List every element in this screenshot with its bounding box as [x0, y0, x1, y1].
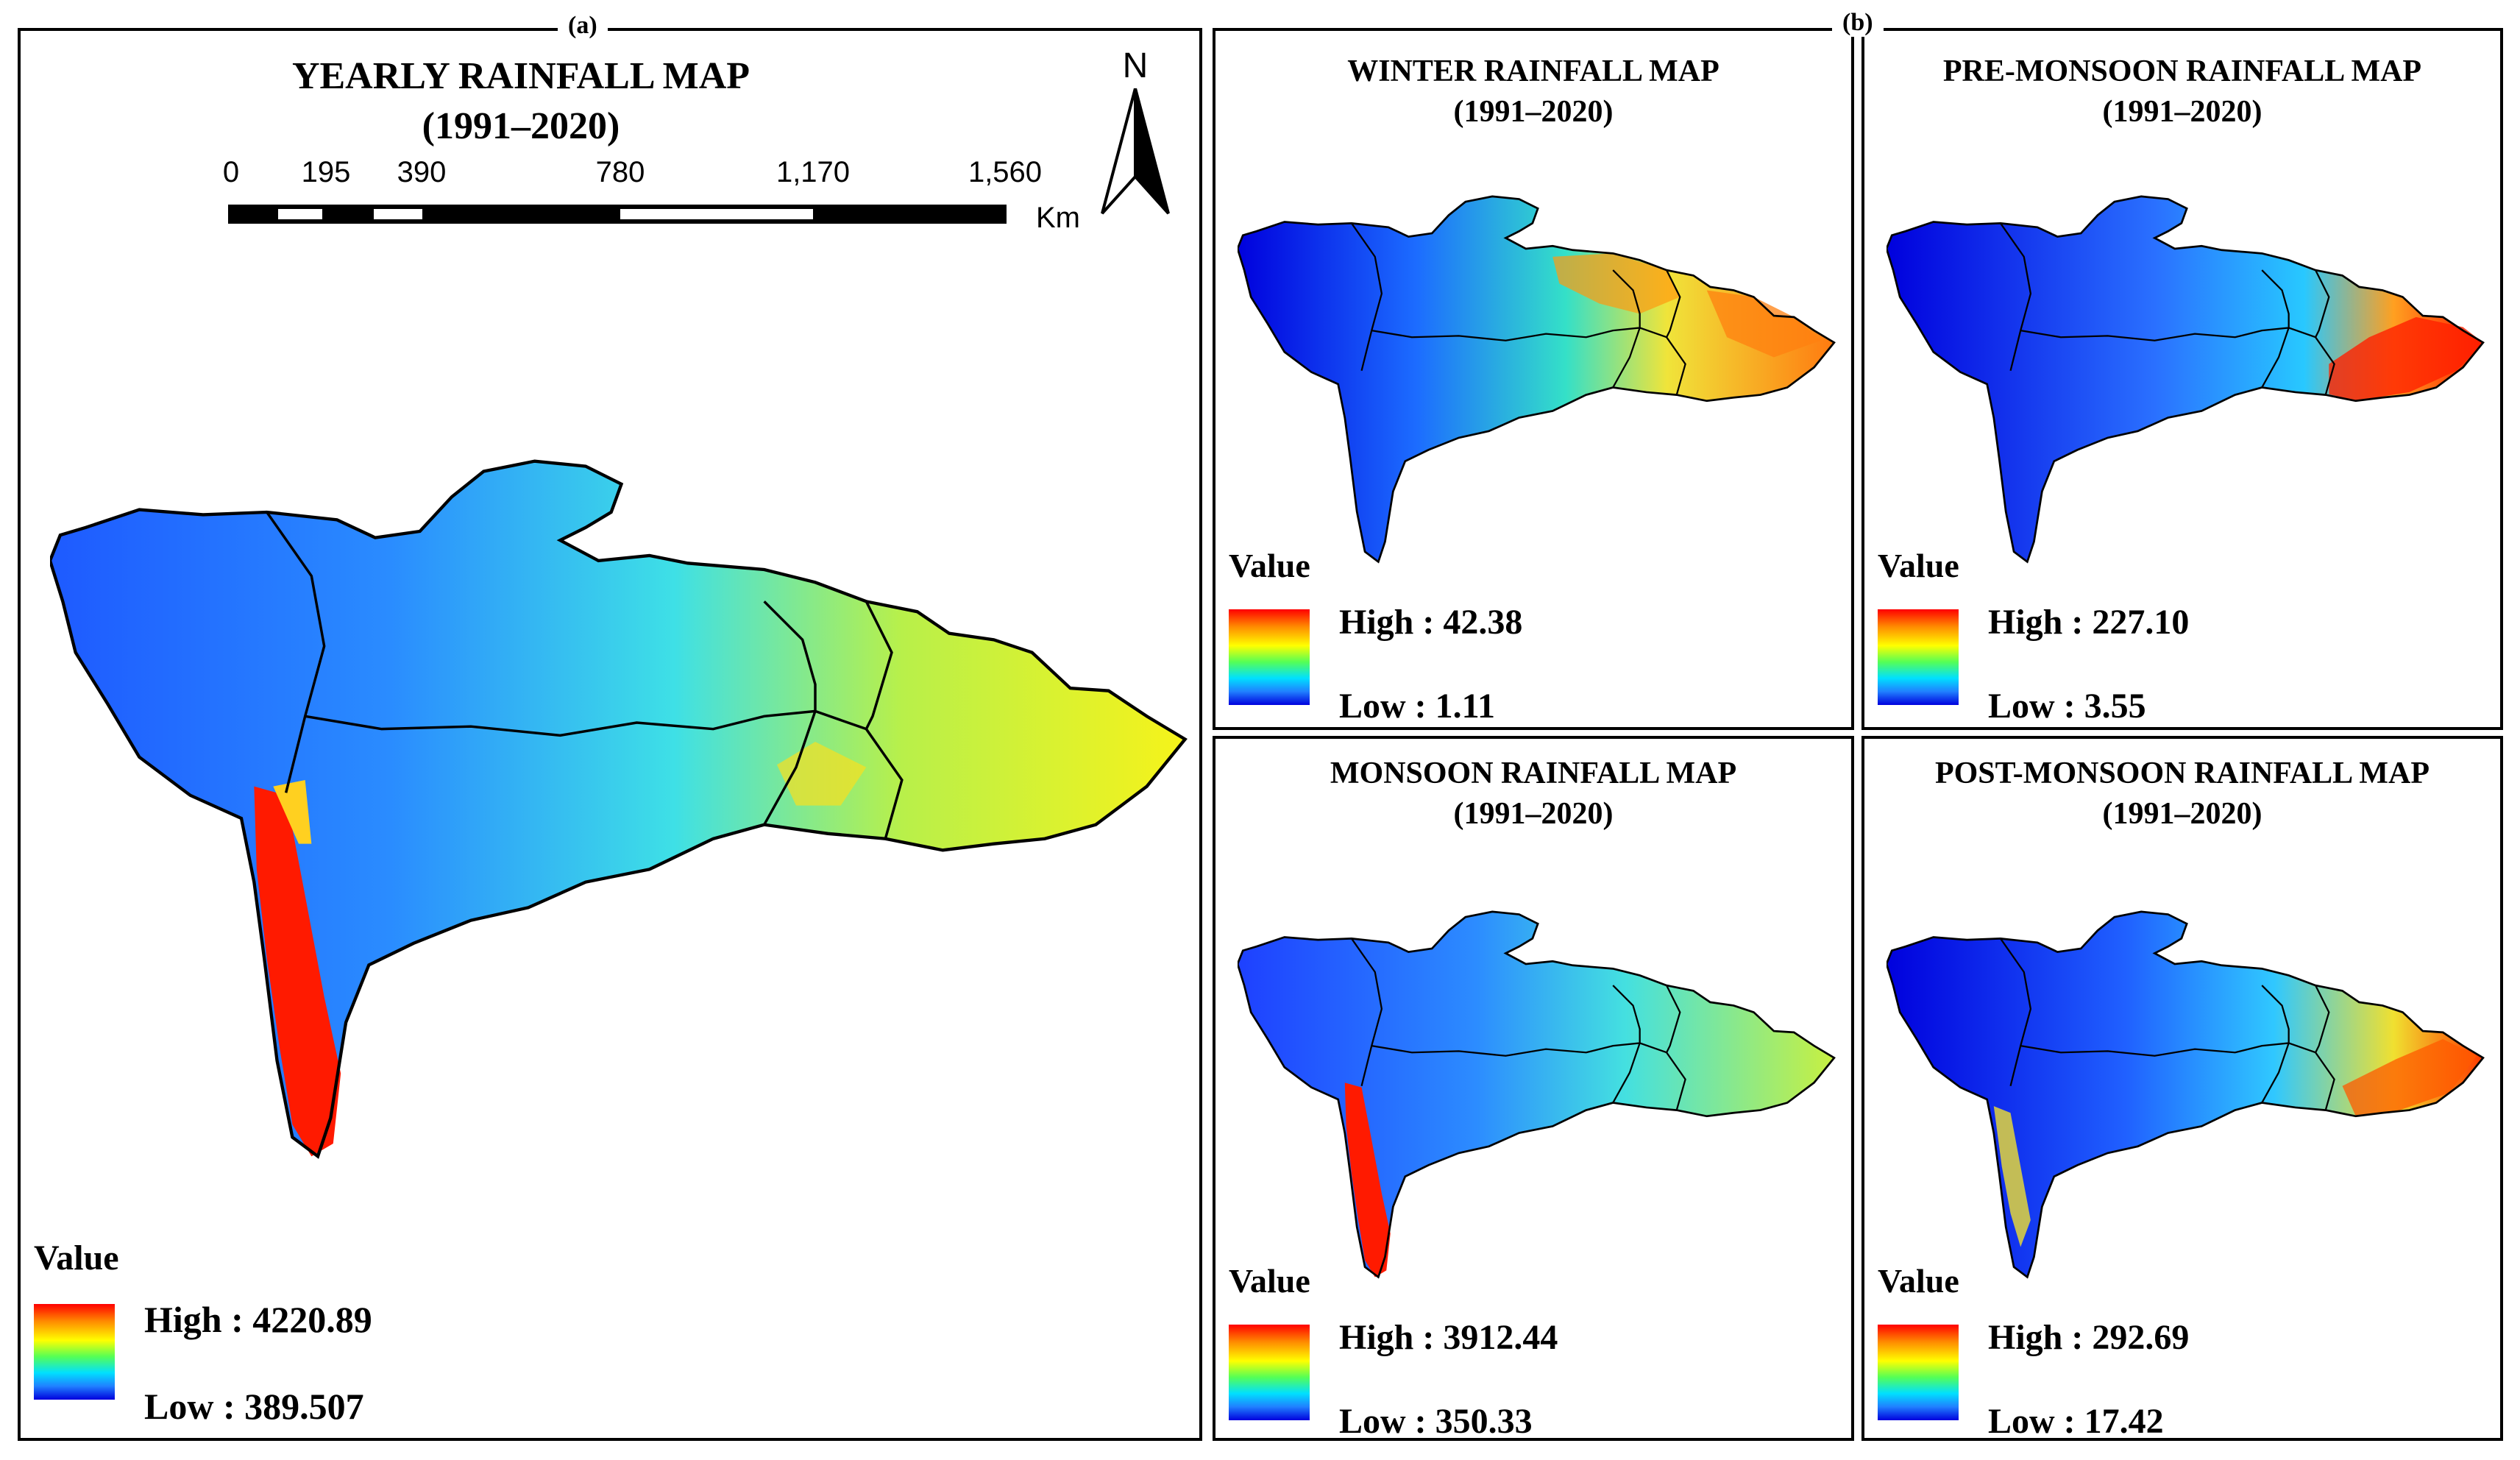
legend-color-ramp	[1878, 1325, 1959, 1420]
winter-legend: Value High : 42.38 Low : 1.11	[1229, 546, 1611, 726]
north-arrow: N	[1095, 46, 1176, 222]
postmonsoon-legend: Value High : 292.69 Low : 17.42	[1878, 1261, 2260, 1441]
winter-period-text: (1991–2020)	[1453, 94, 1614, 129]
panel-postmonsoon: POST-MONSOON RAINFALL MAP (1991–2020) Va…	[1861, 736, 2503, 1441]
north-label: N	[1122, 46, 1149, 85]
winter-title-text: WINTER RAINFALL MAP	[1347, 54, 1719, 88]
premonsoon-rainfall-map	[1887, 195, 2485, 563]
winter-rainfall-map	[1238, 195, 1836, 563]
winter-map-title: WINTER RAINFALL MAP (1991–2020)	[1215, 52, 1851, 132]
scale-unit: Km	[1036, 202, 1080, 234]
scale-tick-label: 780	[595, 156, 645, 188]
postmonsoon-rainfall-map	[1887, 910, 2485, 1278]
scale-tick-label: 195	[301, 156, 351, 188]
scale-tick-label: 1,560	[968, 156, 1043, 188]
yearly-map-title: YEARLY RAINFALL MAP (1991–2020)	[241, 52, 801, 151]
panel-yearly: YEARLY RAINFALL MAP (1991–2020) N 0 195 39…	[18, 12, 1202, 1441]
legend-title: Value	[1878, 1262, 1959, 1300]
postmonsoon-map-title: POST-MONSOON RAINFALL MAP (1991–2020)	[1864, 754, 2500, 834]
yearly-period-text: (1991–2020)	[422, 104, 620, 147]
postmonsoon-period-text: (1991–2020)	[2102, 796, 2262, 831]
coastal-high-rainfall-strip	[254, 786, 341, 1157]
monsoon-map-title: MONSOON RAINFALL MAP (1991–2020)	[1215, 754, 1851, 834]
scale-bar-graphic	[228, 205, 1007, 224]
yearly-legend: Value High : 4220.89 Low : 389.507	[34, 1238, 475, 1429]
panel-monsoon: MONSOON RAINFALL MAP (1991–2020) Value H…	[1213, 736, 1854, 1441]
legend-color-ramp	[1878, 609, 1959, 705]
yearly-title-text: YEARLY RAINFALL MAP	[291, 55, 750, 97]
panel-premonsoon: PRE-MONSOON RAINFALL MAP (1991–2020) Val…	[1861, 28, 2503, 730]
legend-high-value: High : 42.38	[1339, 603, 1523, 642]
yearly-rainfall-map	[50, 384, 1198, 1252]
legend-low-value: Low : 17.42	[1988, 1402, 2164, 1441]
legend-high-value: High : 3912.44	[1339, 1318, 1558, 1357]
legend-title: Value	[1229, 1262, 1310, 1300]
scale-tick-label: 0	[222, 156, 240, 188]
postmonsoon-title-text: POST-MONSOON RAINFALL MAP	[1934, 756, 2430, 790]
panel-winter: WINTER RAINFALL MAP (1991–2020) Value Hi…	[1213, 28, 1854, 730]
premonsoon-period-text: (1991–2020)	[2102, 94, 2262, 129]
panel-b-label: (b)	[1832, 9, 1884, 37]
premonsoon-map-title: PRE-MONSOON RAINFALL MAP (1991–2020)	[1864, 52, 2500, 132]
monsoon-rainfall-map	[1238, 910, 1836, 1278]
legend-low-value: Low : 350.33	[1339, 1402, 1533, 1441]
monsoon-legend: Value High : 3912.44 Low : 350.33	[1229, 1261, 1611, 1441]
legend-low-value: Low : 1.11	[1339, 687, 1496, 726]
north-arrow-icon	[1101, 88, 1170, 215]
premonsoon-title-text: PRE-MONSOON RAINFALL MAP	[1942, 54, 2422, 88]
legend-low-value: Low : 3.55	[1988, 687, 2146, 726]
legend-color-ramp	[1229, 1325, 1310, 1420]
legend-title: Value	[34, 1238, 119, 1278]
premonsoon-legend: Value High : 227.10 Low : 3.55	[1878, 546, 2260, 726]
scale-tick-label: 390	[397, 156, 447, 188]
scale-tick-label: 1,170	[775, 156, 851, 188]
legend-color-ramp	[34, 1304, 115, 1400]
monsoon-period-text: (1991–2020)	[1453, 796, 1614, 831]
legend-low-value: Low : 389.507	[144, 1386, 364, 1427]
legend-title: Value	[1229, 547, 1310, 584]
legend-high-value: High : 292.69	[1988, 1318, 2190, 1357]
panel-a-label: (a)	[558, 12, 608, 40]
monsoon-title-text: MONSOON RAINFALL MAP	[1330, 756, 1737, 790]
scale-bar: 0 195 390 780 1,170 1,560 Km	[223, 156, 1110, 237]
legend-title: Value	[1878, 547, 1959, 584]
legend-color-ramp	[1229, 609, 1310, 705]
legend-high-value: High : 4220.89	[144, 1299, 372, 1340]
legend-high-value: High : 227.10	[1988, 603, 2190, 642]
